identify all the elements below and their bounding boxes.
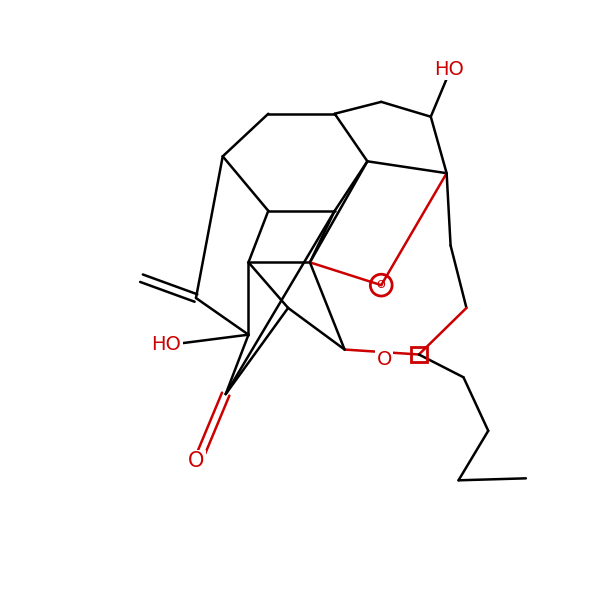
Text: O: O	[188, 451, 204, 472]
Bar	[411, 347, 427, 362]
Text: HO: HO	[434, 59, 464, 79]
Text: O: O	[377, 280, 386, 290]
Text: HO: HO	[151, 335, 181, 354]
Text: O: O	[377, 350, 392, 369]
